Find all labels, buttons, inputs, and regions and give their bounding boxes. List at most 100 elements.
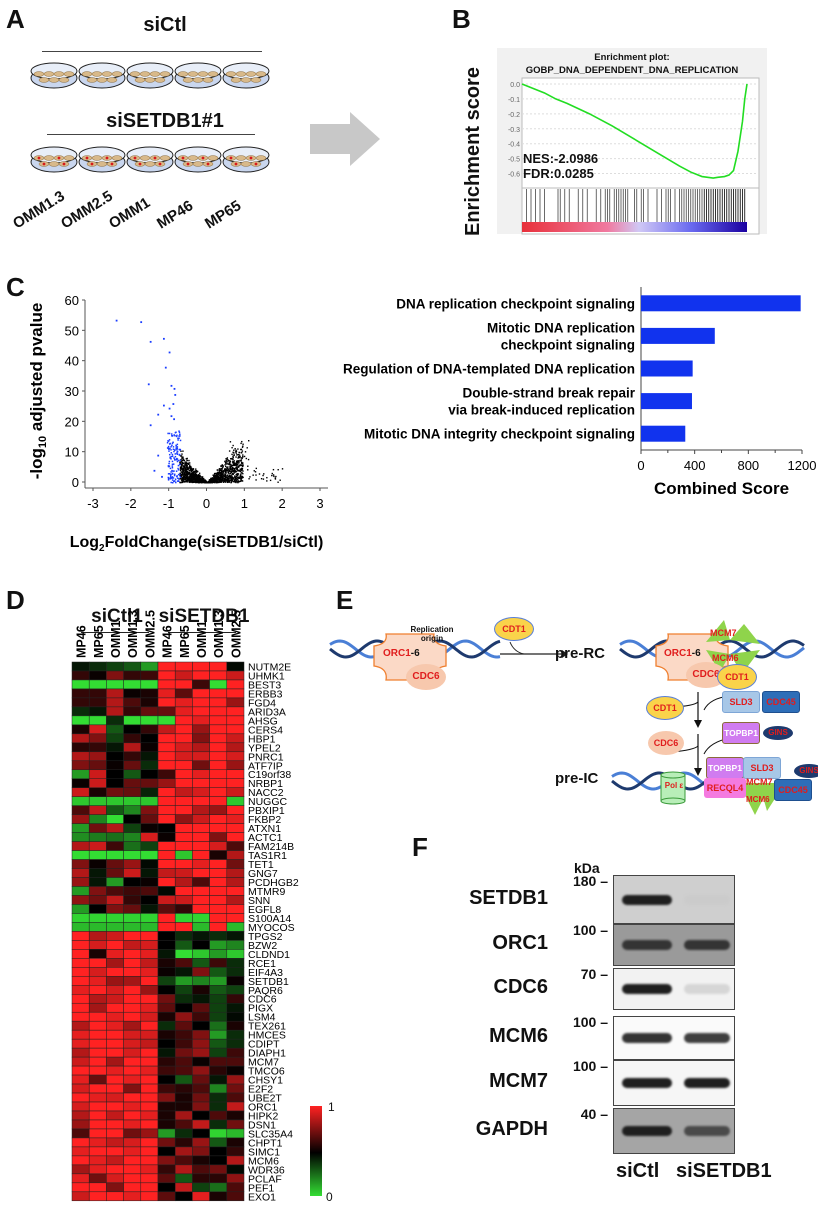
volcano-point	[236, 460, 238, 463]
heatmap-cell	[106, 1029, 124, 1040]
heatmap-cell	[226, 904, 245, 914]
heatmap-cell	[157, 697, 176, 708]
volcano-point	[219, 476, 222, 478]
heatmap-cell	[174, 724, 193, 735]
heatmap-cell	[123, 823, 142, 833]
heatmap-cell	[174, 1020, 193, 1031]
petri-dish-icon	[78, 146, 126, 173]
volcano-point	[242, 464, 244, 466]
heatmap-cell	[123, 679, 142, 690]
volcano-point	[183, 479, 186, 481]
volcano-point	[187, 470, 189, 473]
volcano-point	[191, 481, 194, 484]
volcano-point-significant	[174, 459, 176, 461]
heatmap-gene-label: RCE1	[248, 958, 276, 970]
heatmap-cell	[123, 1020, 142, 1031]
volcano-point	[234, 467, 237, 469]
volcano-point	[211, 477, 214, 479]
volcano-point-significant	[173, 457, 175, 459]
volcano-point-significant	[169, 476, 172, 478]
volcano-point	[224, 464, 226, 466]
volcano-point	[187, 468, 189, 470]
volcano-point	[237, 448, 239, 450]
heatmap-cell	[88, 1110, 107, 1121]
volcano-point	[194, 475, 196, 477]
volcano-point	[224, 460, 226, 463]
volcano-point	[225, 475, 227, 477]
volcano-point	[274, 477, 277, 479]
heatmap-cell	[140, 1191, 159, 1202]
volcano-point	[239, 480, 242, 483]
volcano-point	[186, 480, 189, 482]
heatmap-cell	[88, 949, 107, 959]
heatmap-cell	[123, 868, 142, 878]
heatmap-cell	[140, 1137, 159, 1148]
heatmap-cell	[140, 679, 159, 690]
volcano-point	[189, 478, 191, 480]
volcano-point	[183, 468, 185, 470]
volcano-point-significant	[169, 456, 171, 459]
heatmap-cell	[174, 886, 193, 896]
volcano-point	[211, 480, 213, 482]
heatmap-cell	[123, 832, 142, 842]
heatmap-cell	[226, 1029, 245, 1040]
volcano-point-significant	[175, 445, 177, 447]
heatmap-gene-label: NUTM2E	[248, 661, 291, 673]
heatmap-cell	[157, 760, 176, 771]
blot-marker-kda: 100 –	[572, 1014, 608, 1030]
volcano-point	[225, 461, 228, 463]
volcano-point	[193, 477, 196, 480]
heatmap-cell	[192, 1074, 210, 1085]
heatmap-cell	[192, 1128, 210, 1139]
heatmap-cell	[71, 733, 90, 744]
heatmap-cell	[174, 1119, 193, 1130]
volcano-point	[247, 458, 250, 461]
heatmap-cell	[226, 1038, 245, 1049]
volcano-point	[180, 471, 182, 473]
heatmap-cell	[106, 940, 124, 950]
heatmap-cell	[192, 913, 210, 923]
volcano-point-significant	[172, 403, 175, 405]
volcano-point	[187, 473, 189, 475]
volcano-point-significant	[173, 387, 176, 390]
volcano-point	[223, 478, 226, 481]
volcano-point-significant	[175, 470, 178, 472]
heatmap-cell	[209, 805, 228, 815]
replication-origin-label: Replication	[410, 625, 454, 634]
heatmap-cell	[106, 850, 124, 860]
heatmap-gene-label: CDC6	[248, 994, 277, 1006]
heatmap-cell	[88, 1155, 107, 1166]
heatmap-cell	[192, 706, 210, 717]
volcano-point	[240, 462, 243, 464]
heatmap-cell	[209, 1128, 228, 1139]
volcano-point	[233, 452, 235, 454]
heatmap-cell	[106, 922, 124, 932]
heatmap-cell	[157, 859, 176, 869]
volcano-point-significant	[169, 478, 172, 480]
volcano-point	[248, 440, 250, 442]
blot-image	[613, 1016, 735, 1060]
bar-3	[641, 360, 693, 377]
panel-a-letter: A	[6, 4, 25, 34]
orc-suffix-2: -6	[691, 648, 701, 659]
volcano-point-significant	[177, 478, 180, 480]
heatmap-cell	[123, 787, 142, 797]
volcano-point	[230, 471, 232, 474]
volcano-point-significant	[178, 448, 181, 451]
volcano-point	[234, 479, 237, 481]
heatmap-cell	[192, 1137, 210, 1148]
volcano-point-significant	[176, 447, 179, 450]
volcano-point	[180, 479, 183, 481]
blot-marker-kda: 70 –	[580, 966, 608, 982]
heatmap-cell	[192, 1092, 210, 1103]
heatmap-cell	[123, 895, 142, 905]
heatmap-cell	[209, 769, 228, 779]
volcano-point	[239, 464, 241, 466]
volcano-point	[182, 474, 184, 477]
heatmap-gene-label: HIPK2	[248, 1110, 279, 1122]
heatmap-cell	[192, 1164, 210, 1175]
heatmap-cell	[157, 823, 176, 833]
heatmap-column-label: MP65	[178, 625, 192, 658]
blot-image	[613, 1108, 735, 1154]
heatmap-cell	[226, 850, 245, 860]
